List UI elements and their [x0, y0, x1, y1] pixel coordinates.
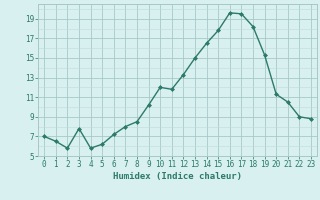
X-axis label: Humidex (Indice chaleur): Humidex (Indice chaleur): [113, 172, 242, 181]
